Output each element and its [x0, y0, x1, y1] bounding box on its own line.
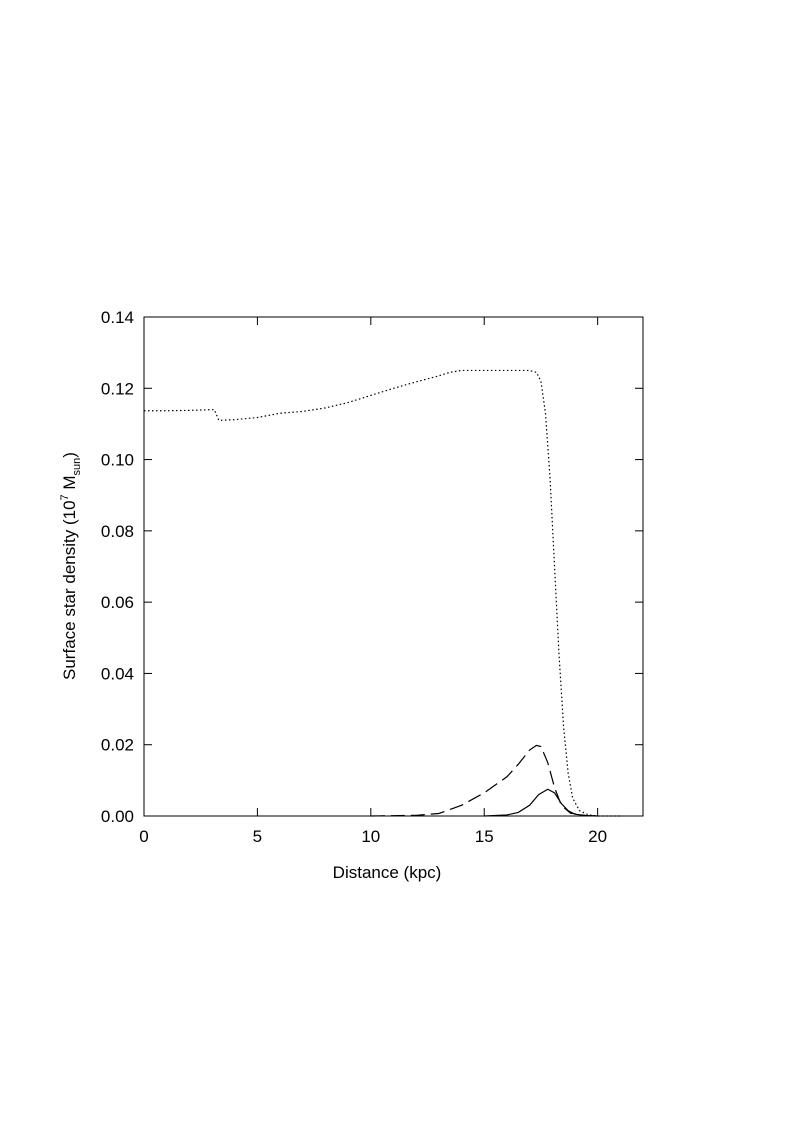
data-line [370, 744, 598, 817]
y-label-sup: 7 [59, 494, 71, 500]
y-tick-label: 0.14 [101, 308, 134, 327]
y-tick-label: 0.08 [101, 522, 134, 541]
data-line [484, 788, 598, 817]
y-tick-label: 0.00 [101, 807, 134, 826]
y-label-mid: M [60, 475, 79, 494]
y-tick-label: 0.04 [101, 664, 134, 683]
y-axis-label: Surface star density (107 Msun) [59, 452, 83, 680]
y-tick-label: 0.06 [101, 593, 134, 612]
y-tick-label: 0.10 [101, 451, 134, 470]
y-tick-label: 0.02 [101, 736, 134, 755]
x-tick-label: 5 [253, 827, 262, 846]
y-tick-label: 0.12 [101, 379, 134, 398]
y-label-sub: sun [71, 458, 83, 476]
y-label-text: Surface star density (10 [60, 500, 79, 680]
x-tick-label: 0 [139, 827, 148, 846]
plot-frame [143, 316, 644, 817]
x-tick-label: 10 [361, 827, 380, 846]
x-tick-label: 15 [475, 827, 494, 846]
data-line [144, 369, 621, 817]
x-axis-label: Distance (kpc) [333, 863, 442, 882]
y-label-end: ) [60, 452, 79, 458]
x-tick-label: 20 [588, 827, 607, 846]
